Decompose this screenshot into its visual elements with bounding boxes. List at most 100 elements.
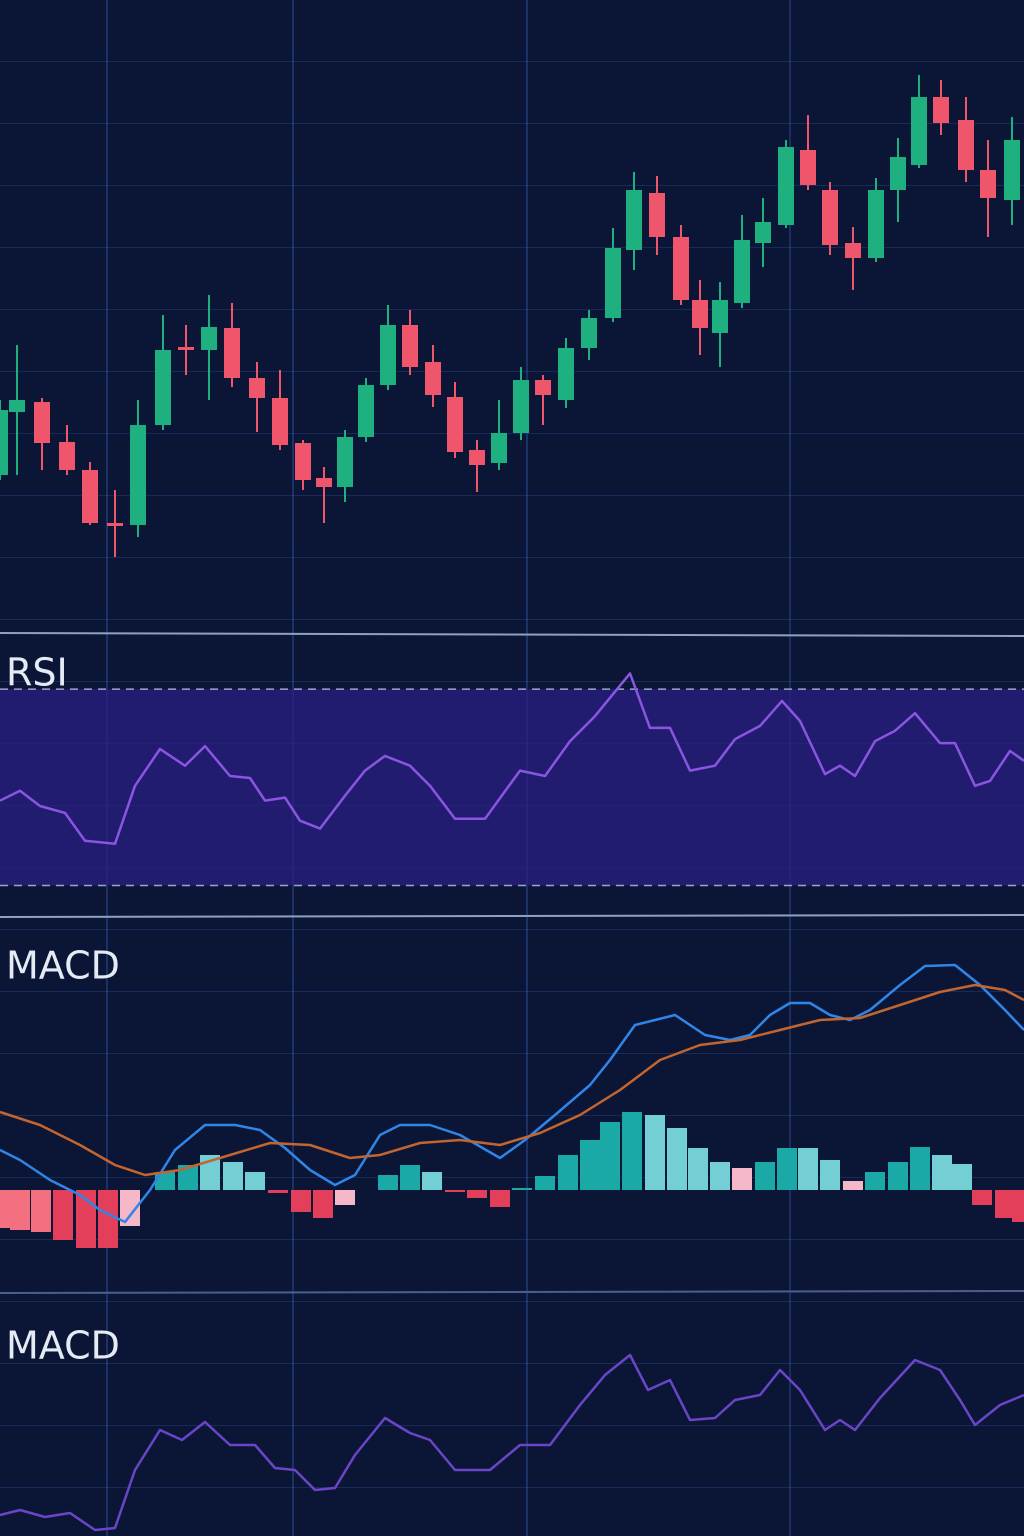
histogram-bar [178,1165,198,1190]
histogram-bar [490,1190,510,1207]
histogram-bar [31,1190,51,1232]
candle-body [201,327,217,350]
histogram-bar [820,1160,840,1190]
histogram-bar [291,1190,311,1212]
histogram-bar [98,1190,118,1248]
histogram-bar [535,1176,555,1190]
histogram-bar [972,1190,992,1205]
histogram-bar [710,1162,730,1190]
candle-body [447,397,463,452]
candle-body [82,470,98,523]
histogram-bar [313,1190,333,1218]
histogram-bar [268,1190,288,1193]
candle-body [605,248,621,318]
candle-body [358,385,374,437]
histogram-bar [223,1162,243,1190]
candle-body [868,190,884,258]
candle-body [272,398,288,445]
candle-body [513,380,529,433]
candle-body [337,437,353,487]
candle-body [0,410,8,475]
panel-title: MACD [6,1324,120,1368]
histogram-bar [645,1115,665,1190]
histogram-bar [777,1148,797,1190]
candle-body [107,523,123,526]
candle-body [712,300,728,333]
histogram-bar [512,1188,532,1190]
histogram-bar [995,1190,1015,1218]
candle-body [845,243,861,258]
candle-body [692,300,708,328]
candle-body [778,147,794,225]
candle-body [535,380,551,395]
histogram-bar [335,1190,355,1205]
histogram-bar [120,1190,140,1226]
histogram-bar [865,1172,885,1190]
candle-body [130,425,146,525]
candle-body [380,325,396,385]
histogram-bar [422,1172,442,1190]
candle-body [649,193,665,237]
candle-body [425,362,441,395]
candle-body [491,433,507,463]
histogram-bar [445,1190,465,1192]
histogram-bar [558,1155,578,1190]
candle-body [1004,140,1020,200]
candle-body [9,400,25,412]
macd-line [0,963,1024,1224]
histogram-bar [843,1181,863,1190]
candle-body [958,120,974,170]
candle-body [626,190,642,250]
candle-body [402,325,418,367]
candle-body [980,170,996,198]
candle-body [295,443,311,480]
histogram-bar [798,1148,818,1190]
candle-body [755,222,771,243]
panel-separator [0,914,1024,918]
histogram-bar [600,1122,620,1190]
candle-body [581,318,597,348]
candle-body [469,450,485,465]
panel-separator [0,632,1024,637]
candle-body [224,328,240,378]
histogram-bar [53,1190,73,1240]
histogram-bar [378,1175,398,1190]
indicator-line [0,672,1024,846]
panel-separator [0,1290,1024,1294]
histogram-bar [400,1165,420,1190]
histogram-bar [155,1172,175,1190]
candle-body [249,378,265,398]
histogram-bar [467,1190,487,1198]
candle-body [890,157,906,190]
histogram-bar [667,1128,687,1190]
candle-body [178,347,194,350]
histogram-bar [932,1155,952,1190]
candle-body [734,240,750,303]
histogram-bar [622,1112,642,1190]
rsi-band [0,689,1024,886]
histogram-bar [732,1168,752,1190]
histogram-bar [1012,1190,1024,1222]
candle-body [59,442,75,470]
histogram-bar [580,1140,600,1190]
panel-title: MACD [6,944,120,988]
candle-body [34,402,50,443]
histogram-bar [688,1148,708,1190]
panel-title: RSI [6,651,68,695]
candle-body [673,237,689,300]
candle-body [911,97,927,165]
macd-line [0,983,1024,1177]
candle-body [155,350,171,425]
candle-body [558,348,574,400]
histogram-bar [952,1164,972,1190]
histogram-bar [245,1172,265,1190]
candle-body [822,190,838,245]
histogram-bar [888,1162,908,1190]
histogram-bar [10,1190,30,1230]
candle-body [933,97,949,123]
candle-body [800,150,816,185]
histogram-bar [910,1147,930,1190]
histogram-bar [755,1162,775,1190]
